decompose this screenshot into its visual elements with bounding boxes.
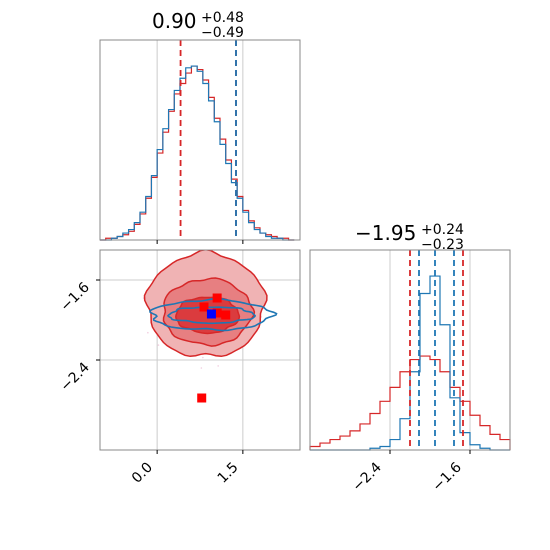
y-tick-label: −2.4 [57,359,92,394]
title-upper: +0.24 [421,222,464,238]
marker-point [199,302,209,312]
x-tick-label: −2.4 [349,459,384,494]
scatter-sample [147,331,149,334]
contour-frame [99,249,301,451]
quantile-lines [409,250,464,450]
contour-panel: 0.0 1.5 −1.6 −2.4 [57,249,301,487]
marker-point [212,308,222,318]
histogram-panel-param1: 0.90 +0.48 −0.49 [99,9,301,244]
histogram-ticks [156,240,244,244]
y-tick-label: −1.6 [57,279,92,314]
quantile-lines [179,40,237,240]
scatter-sample [217,365,219,367]
x-tick-label: −1.6 [429,459,464,494]
histogram-grid [389,250,471,450]
histogram-title: 0.90 +0.48 −0.49 [152,9,244,41]
histogram-step-line [100,65,295,241]
histogram-panel-param2: −2.4 −1.6 −1.95 +0.24 −0.23 [309,221,511,495]
histogram-title: −1.95 +0.24 −0.23 [355,221,464,253]
marker-point [206,309,216,319]
histogram-frame [309,249,511,451]
blue-contour-outer [149,297,278,332]
histogram-series [100,65,295,241]
scatter-sample [157,344,160,346]
scatter-sample [202,356,204,359]
title-lower: −0.49 [201,25,244,41]
x-tick-label: 0.0 [129,460,156,487]
histogram-step-line [100,65,295,241]
title-upper: +0.48 [201,10,244,26]
marker-point [221,310,231,320]
x-tick-label: 1.5 [215,460,242,487]
histogram-ticks: −2.4 −1.6 [349,450,471,495]
title-value: −1.95 [355,221,416,245]
blue-contour-inner [167,306,256,325]
contour-body [142,250,278,403]
marker-point [212,293,222,303]
title-lower: −0.23 [421,237,464,253]
marker-point [197,393,207,403]
scatter-sample [200,367,203,369]
title-value: 0.90 [152,9,197,33]
histogram-frame [99,39,301,241]
